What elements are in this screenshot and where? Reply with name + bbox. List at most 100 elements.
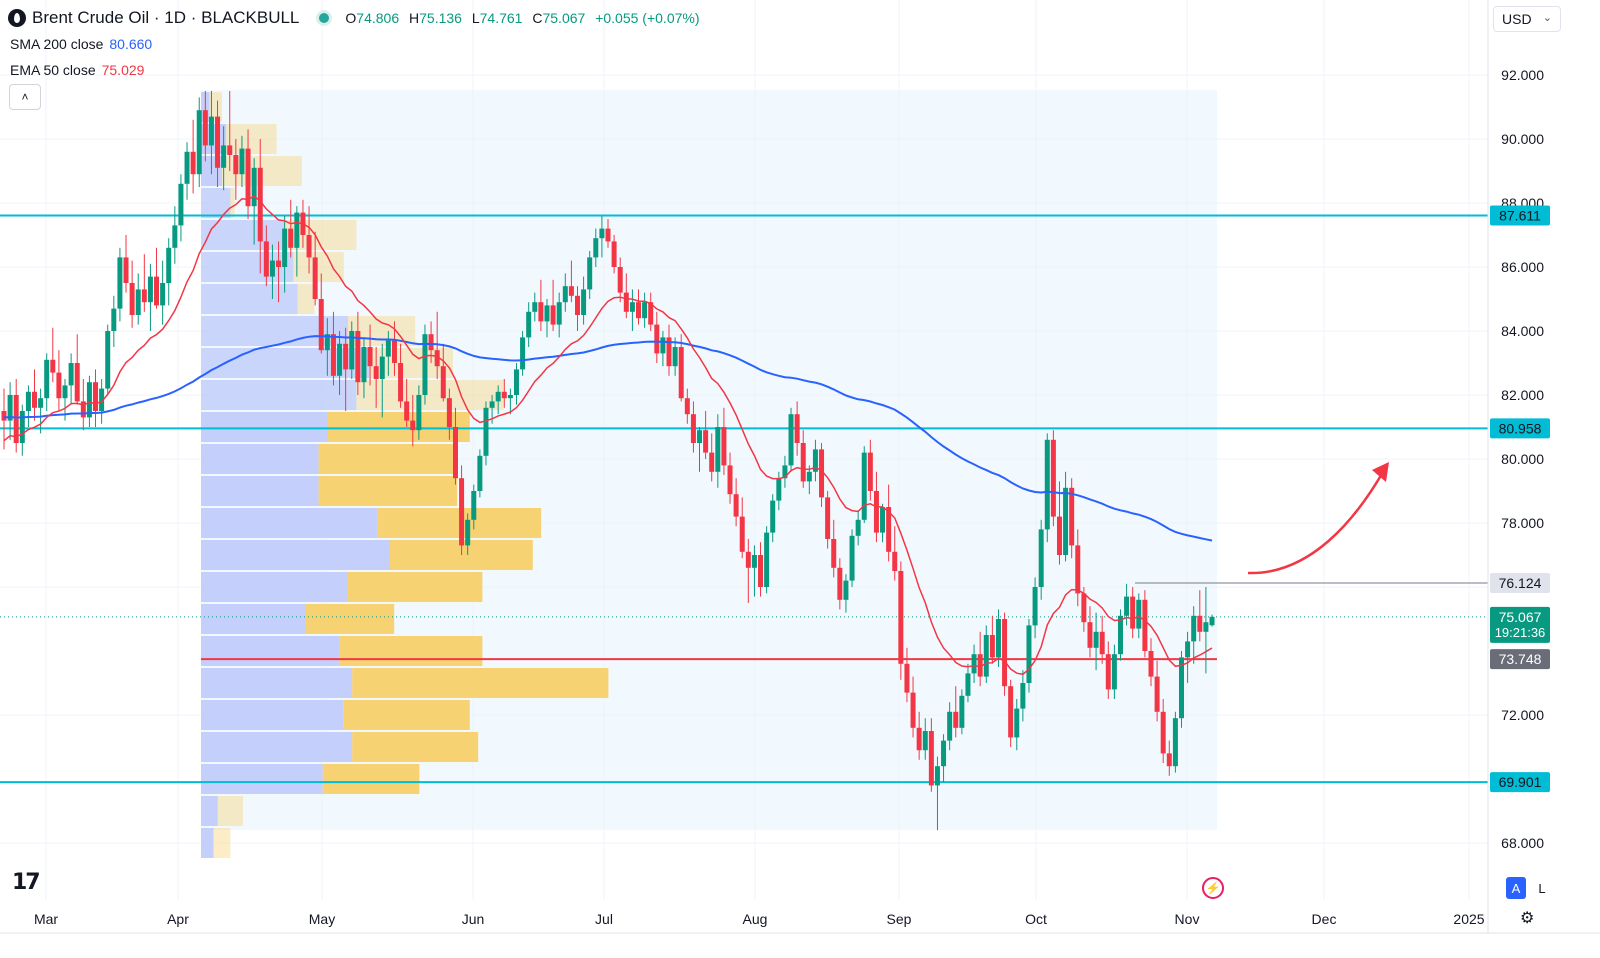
volume-profile-down-bar	[230, 188, 235, 218]
collapse-legend-button[interactable]: ˄	[9, 84, 41, 110]
candle-body	[568, 286, 574, 296]
candle-body	[715, 427, 721, 472]
currency-select[interactable]: USD ⌄	[1493, 6, 1561, 32]
candle-body	[440, 366, 446, 399]
candle-body	[953, 711, 959, 728]
candle-body	[184, 151, 190, 184]
candle-body	[922, 731, 928, 751]
candle-body	[202, 110, 208, 146]
candle-body	[221, 145, 227, 168]
candle-body	[215, 116, 221, 168]
candle-body	[1166, 753, 1172, 767]
ema-indicator-legend[interactable]: EMA 50 close 75.029	[10, 62, 144, 78]
candle-body	[190, 151, 196, 175]
candle-body	[776, 478, 782, 501]
candle-body	[733, 494, 739, 517]
candle-body	[477, 455, 483, 491]
candle-body	[93, 382, 99, 411]
volume-profile-down-bar	[306, 604, 395, 634]
gear-icon[interactable]: ⚙	[1520, 910, 1535, 927]
candle-body	[581, 289, 587, 315]
candle-body	[105, 331, 111, 389]
candle-body	[166, 247, 172, 283]
auto-scale-button[interactable]: A	[1506, 877, 1526, 899]
candle-body	[538, 302, 544, 322]
volume-profile-down-bar	[209, 92, 222, 122]
candle-body	[831, 539, 837, 568]
x-tick-label: Mar	[34, 911, 58, 927]
candle-body	[355, 331, 361, 383]
sma-indicator-legend[interactable]: SMA 200 close 80.660	[10, 36, 152, 52]
candle-body	[86, 382, 92, 418]
volume-profile-up-bar	[201, 284, 298, 314]
volume-profile-up-bar	[201, 668, 353, 698]
level-price-label: 69.901	[1499, 774, 1542, 790]
currency-label: USD	[1502, 11, 1532, 27]
x-tick-label: Nov	[1175, 911, 1200, 927]
candle-body	[38, 398, 44, 408]
candle-body	[666, 337, 672, 367]
log-scale-button[interactable]: L	[1538, 880, 1546, 896]
y-tick-label: 84.000	[1501, 323, 1544, 339]
candle-body	[989, 635, 995, 658]
candle-body	[1154, 676, 1160, 712]
candle-body	[129, 283, 135, 315]
candle-body	[941, 740, 947, 767]
candle-body	[263, 241, 269, 277]
poc-price-label: 73.748	[1499, 651, 1542, 667]
candle-body	[959, 695, 965, 728]
candle-body	[727, 465, 733, 495]
candle-body	[74, 363, 80, 402]
tradingview-logo-icon[interactable]: 17	[12, 870, 41, 895]
candle-body	[770, 500, 776, 533]
candle-body	[898, 571, 904, 664]
candle-body	[13, 395, 19, 443]
candle-body	[391, 340, 397, 363]
candle-body	[880, 507, 886, 533]
level-price-label-bg	[1490, 205, 1550, 226]
candle-body	[324, 334, 330, 351]
close-value: 75.067	[542, 10, 586, 26]
volume-profile-down-bar	[318, 476, 458, 506]
candle-body	[849, 535, 855, 581]
lightning-icon[interactable]: ⚡	[1202, 877, 1224, 899]
candle-body	[1014, 708, 1020, 738]
candle-body	[361, 347, 367, 383]
level-price-label-bg	[1490, 418, 1550, 439]
candle-body	[507, 395, 513, 399]
volume-profile-down-bar	[339, 636, 483, 666]
ema-value: 75.029	[101, 62, 145, 78]
volume-profile-down-bar	[352, 732, 479, 762]
candle-body	[745, 551, 751, 568]
volume-profile-down-bar	[352, 668, 609, 698]
candle-body	[739, 516, 745, 552]
candle-body	[904, 663, 910, 693]
x-tick-label: Sep	[887, 911, 912, 927]
candle-body	[1, 411, 7, 421]
candle-body	[819, 449, 825, 498]
candle-body	[587, 257, 593, 290]
candle-body	[446, 398, 452, 427]
volume-profile-up-bar	[201, 828, 214, 858]
candle-body	[501, 391, 507, 399]
volume-profile-up-bar	[201, 412, 327, 442]
candle-body	[1056, 516, 1062, 555]
candle-body	[910, 692, 916, 728]
x-tick-label: Jul	[595, 911, 613, 927]
candle-body	[1026, 625, 1032, 683]
candle-body	[1191, 615, 1197, 642]
volume-profile-down-bar	[318, 444, 458, 474]
candle-body	[1008, 686, 1014, 738]
candle-body	[1130, 596, 1136, 629]
candle-body	[410, 420, 416, 431]
candle-body	[513, 369, 519, 395]
candle-body	[367, 347, 373, 367]
candle-body	[697, 430, 703, 443]
change-value: +0.055 (+0.07%)	[595, 10, 700, 26]
candle-body	[574, 295, 580, 315]
sma-label: SMA 200 close	[10, 36, 104, 52]
candle-body	[1172, 718, 1178, 767]
symbol-title[interactable]: Brent Crude Oil · 1D · BLACKBULL	[32, 8, 300, 27]
candle-body	[452, 427, 458, 479]
